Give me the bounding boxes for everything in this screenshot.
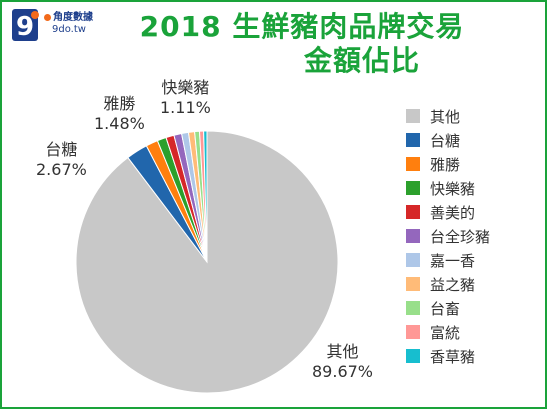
data-label-taisugar: 台糖 2.67% xyxy=(36,140,87,180)
legend-item: 台糖 xyxy=(406,128,536,152)
brand-name-cn: 角度數據 xyxy=(44,8,93,23)
data-label-happypig: 快樂豬 1.11% xyxy=(160,78,211,118)
legend-label: 香草豬 xyxy=(430,347,476,366)
legend-label: 益之豬 xyxy=(430,275,476,294)
chart-legend: 其他台糖雅勝快樂豬善美的台全珍豬嘉一香益之豬台畜富統香草豬 xyxy=(406,104,536,368)
data-label-other-name: 其他 xyxy=(326,342,359,361)
chart-title-line-2: 金額佔比 xyxy=(303,44,420,77)
legend-label: 快樂豬 xyxy=(430,179,476,198)
legend-item: 富統 xyxy=(406,320,536,344)
pie-slice-10 xyxy=(203,130,208,263)
chart-title-line-1: 2018 生鮮豬肉品牌交易 xyxy=(139,10,465,43)
data-label-yasheng-pct: 1.48% xyxy=(94,114,145,133)
data-label-yasheng: 雅勝 1.48% xyxy=(94,94,145,134)
legend-swatch xyxy=(406,181,420,195)
brand-logo: 9 角度數據 9do.tw xyxy=(8,6,108,46)
legend-label: 台糖 xyxy=(430,131,461,150)
legend-label: 善美的 xyxy=(430,203,476,222)
legend-item: 其他 xyxy=(406,104,536,128)
brand-logo-mark: 9 xyxy=(12,9,39,42)
data-label-taisugar-pct: 2.67% xyxy=(36,160,87,179)
chart-title: 2018 生鮮豬肉品牌交易 金額佔比 xyxy=(122,10,482,78)
brand-name-en: 9do.tw xyxy=(52,24,86,35)
legend-swatch xyxy=(406,277,420,291)
legend-label: 富統 xyxy=(430,323,461,342)
legend-label: 台畜 xyxy=(430,299,461,318)
legend-item: 嘉一香 xyxy=(406,248,536,272)
legend-swatch xyxy=(406,229,420,243)
legend-item: 快樂豬 xyxy=(406,176,536,200)
legend-swatch xyxy=(406,253,420,267)
brand-dot-icon xyxy=(44,13,51,21)
legend-swatch xyxy=(406,109,420,123)
legend-swatch xyxy=(406,349,420,363)
legend-item: 香草豬 xyxy=(406,344,536,368)
data-label-happypig-pct: 1.11% xyxy=(160,98,211,117)
data-label-yasheng-name: 雅勝 xyxy=(103,94,136,113)
legend-label: 嘉一香 xyxy=(430,251,476,270)
data-label-taisugar-name: 台糖 xyxy=(45,140,78,159)
legend-item: 雅勝 xyxy=(406,152,536,176)
legend-label: 台全珍豬 xyxy=(430,227,491,246)
legend-label: 雅勝 xyxy=(430,155,461,174)
legend-swatch xyxy=(406,301,420,315)
legend-item: 益之豬 xyxy=(406,272,536,296)
legend-item: 台全珍豬 xyxy=(406,224,536,248)
data-label-other-pct: 89.67% xyxy=(312,362,374,381)
legend-swatch xyxy=(406,157,420,171)
data-label-other: 其他 89.67% xyxy=(312,342,373,382)
svg-text:9: 9 xyxy=(16,12,34,42)
brand-name-cn-text: 角度數據 xyxy=(53,12,93,23)
legend-swatch xyxy=(406,133,420,147)
legend-swatch xyxy=(406,205,420,219)
legend-swatch xyxy=(406,325,420,339)
pie-slice-0 xyxy=(75,130,339,394)
legend-item: 台畜 xyxy=(406,296,536,320)
data-label-happypig-name: 快樂豬 xyxy=(161,78,210,97)
legend-label: 其他 xyxy=(430,107,461,126)
legend-item: 善美的 xyxy=(406,200,536,224)
